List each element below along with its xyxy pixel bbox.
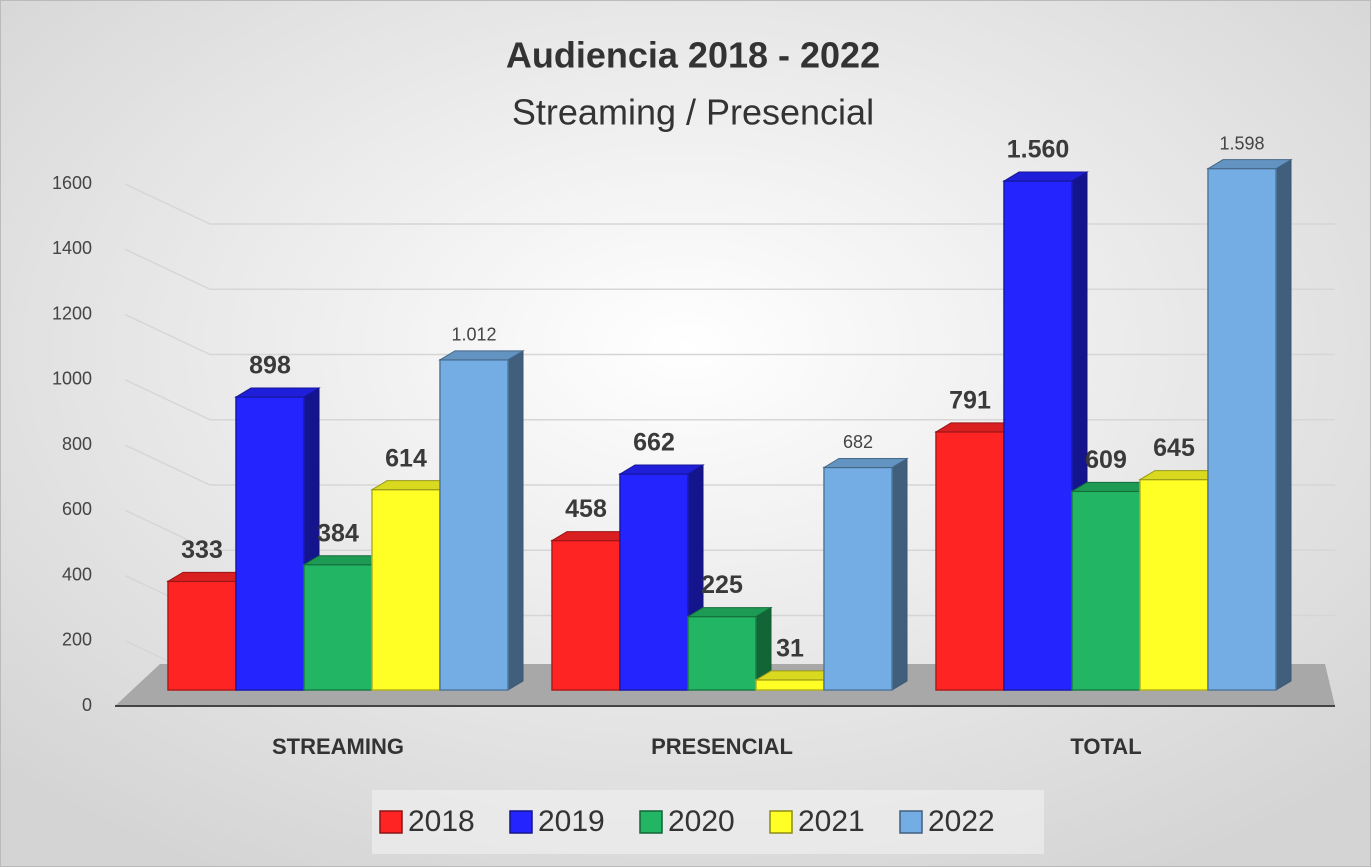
y-tick-label: 1400: [52, 238, 92, 258]
data-label: 791: [949, 387, 991, 415]
y-tick-label: 1200: [52, 303, 92, 323]
y-tick-label: 600: [62, 499, 92, 519]
bar-top: [438, 350, 525, 361]
x-tick-label: PRESENCIAL: [651, 734, 793, 759]
legend-swatch: [379, 810, 403, 834]
bar: [167, 580, 237, 691]
data-label: 225: [701, 571, 743, 599]
data-label: 614: [385, 444, 427, 472]
legend-label: 2021: [798, 805, 865, 838]
data-label: 1.598: [1219, 133, 1264, 153]
data-label: 898: [249, 352, 291, 380]
legend-swatch: [769, 810, 793, 834]
data-label: 1.560: [1007, 136, 1070, 164]
bar: [303, 563, 373, 691]
bar: [1003, 180, 1073, 691]
grid-line: [124, 183, 1335, 225]
legend-box: [372, 790, 1044, 854]
y-tick-label: 400: [62, 564, 92, 584]
data-label: 609: [1085, 446, 1127, 474]
chart-title: Audiencia 2018 - 2022: [506, 35, 880, 76]
grid-line: [124, 313, 1335, 356]
bar: [371, 488, 441, 691]
bar-top: [822, 457, 909, 468]
bar: [619, 473, 689, 691]
x-tick-label: STREAMING: [272, 734, 404, 759]
bar-top: [1206, 159, 1293, 170]
y-tick-label: 1000: [52, 369, 92, 389]
bar: [935, 431, 1005, 691]
data-label: 31: [776, 634, 804, 662]
bar: [823, 466, 893, 691]
bar-top: [686, 607, 773, 618]
legend-label: 2020: [668, 805, 735, 838]
y-tick-label: 1600: [52, 173, 92, 193]
bar: [755, 679, 825, 691]
legend-swatch: [639, 810, 663, 834]
legend-swatch: [509, 810, 533, 834]
data-label: 682: [843, 432, 873, 452]
bar-side: [891, 457, 908, 691]
data-label: 458: [565, 495, 607, 523]
bar: [1071, 490, 1141, 691]
y-tick-label: 200: [62, 630, 92, 650]
bar-top: [234, 387, 321, 398]
bar-top: [618, 464, 705, 475]
grid-line: [124, 379, 1335, 421]
bar: [1207, 167, 1277, 691]
y-tick-label: 0: [82, 695, 92, 715]
legend-label: 2019: [538, 805, 605, 838]
data-label: 384: [317, 519, 359, 547]
data-label: 333: [181, 536, 223, 564]
data-label: 662: [633, 429, 675, 457]
bar: [235, 396, 305, 691]
bar: [439, 359, 509, 691]
bar-top: [1002, 171, 1089, 182]
y-tick-label: 800: [62, 434, 92, 454]
bar: [1139, 478, 1209, 691]
data-label: 645: [1153, 434, 1195, 462]
bar: [687, 615, 757, 691]
chart-subtitle: Streaming / Presencial: [512, 92, 874, 133]
bar-side: [1275, 158, 1292, 691]
grid-line: [124, 248, 1335, 290]
legend-swatch: [899, 810, 923, 834]
legend-label: 2018: [408, 805, 475, 838]
bar: [551, 539, 621, 691]
x-tick-label: TOTAL: [1070, 734, 1141, 759]
bar-side: [507, 349, 524, 691]
legend-label: 2022: [928, 805, 995, 838]
data-label: 1.012: [451, 325, 496, 345]
